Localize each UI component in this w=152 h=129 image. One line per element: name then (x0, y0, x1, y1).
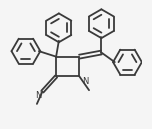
Text: N: N (82, 77, 88, 86)
Text: N: N (35, 91, 42, 100)
